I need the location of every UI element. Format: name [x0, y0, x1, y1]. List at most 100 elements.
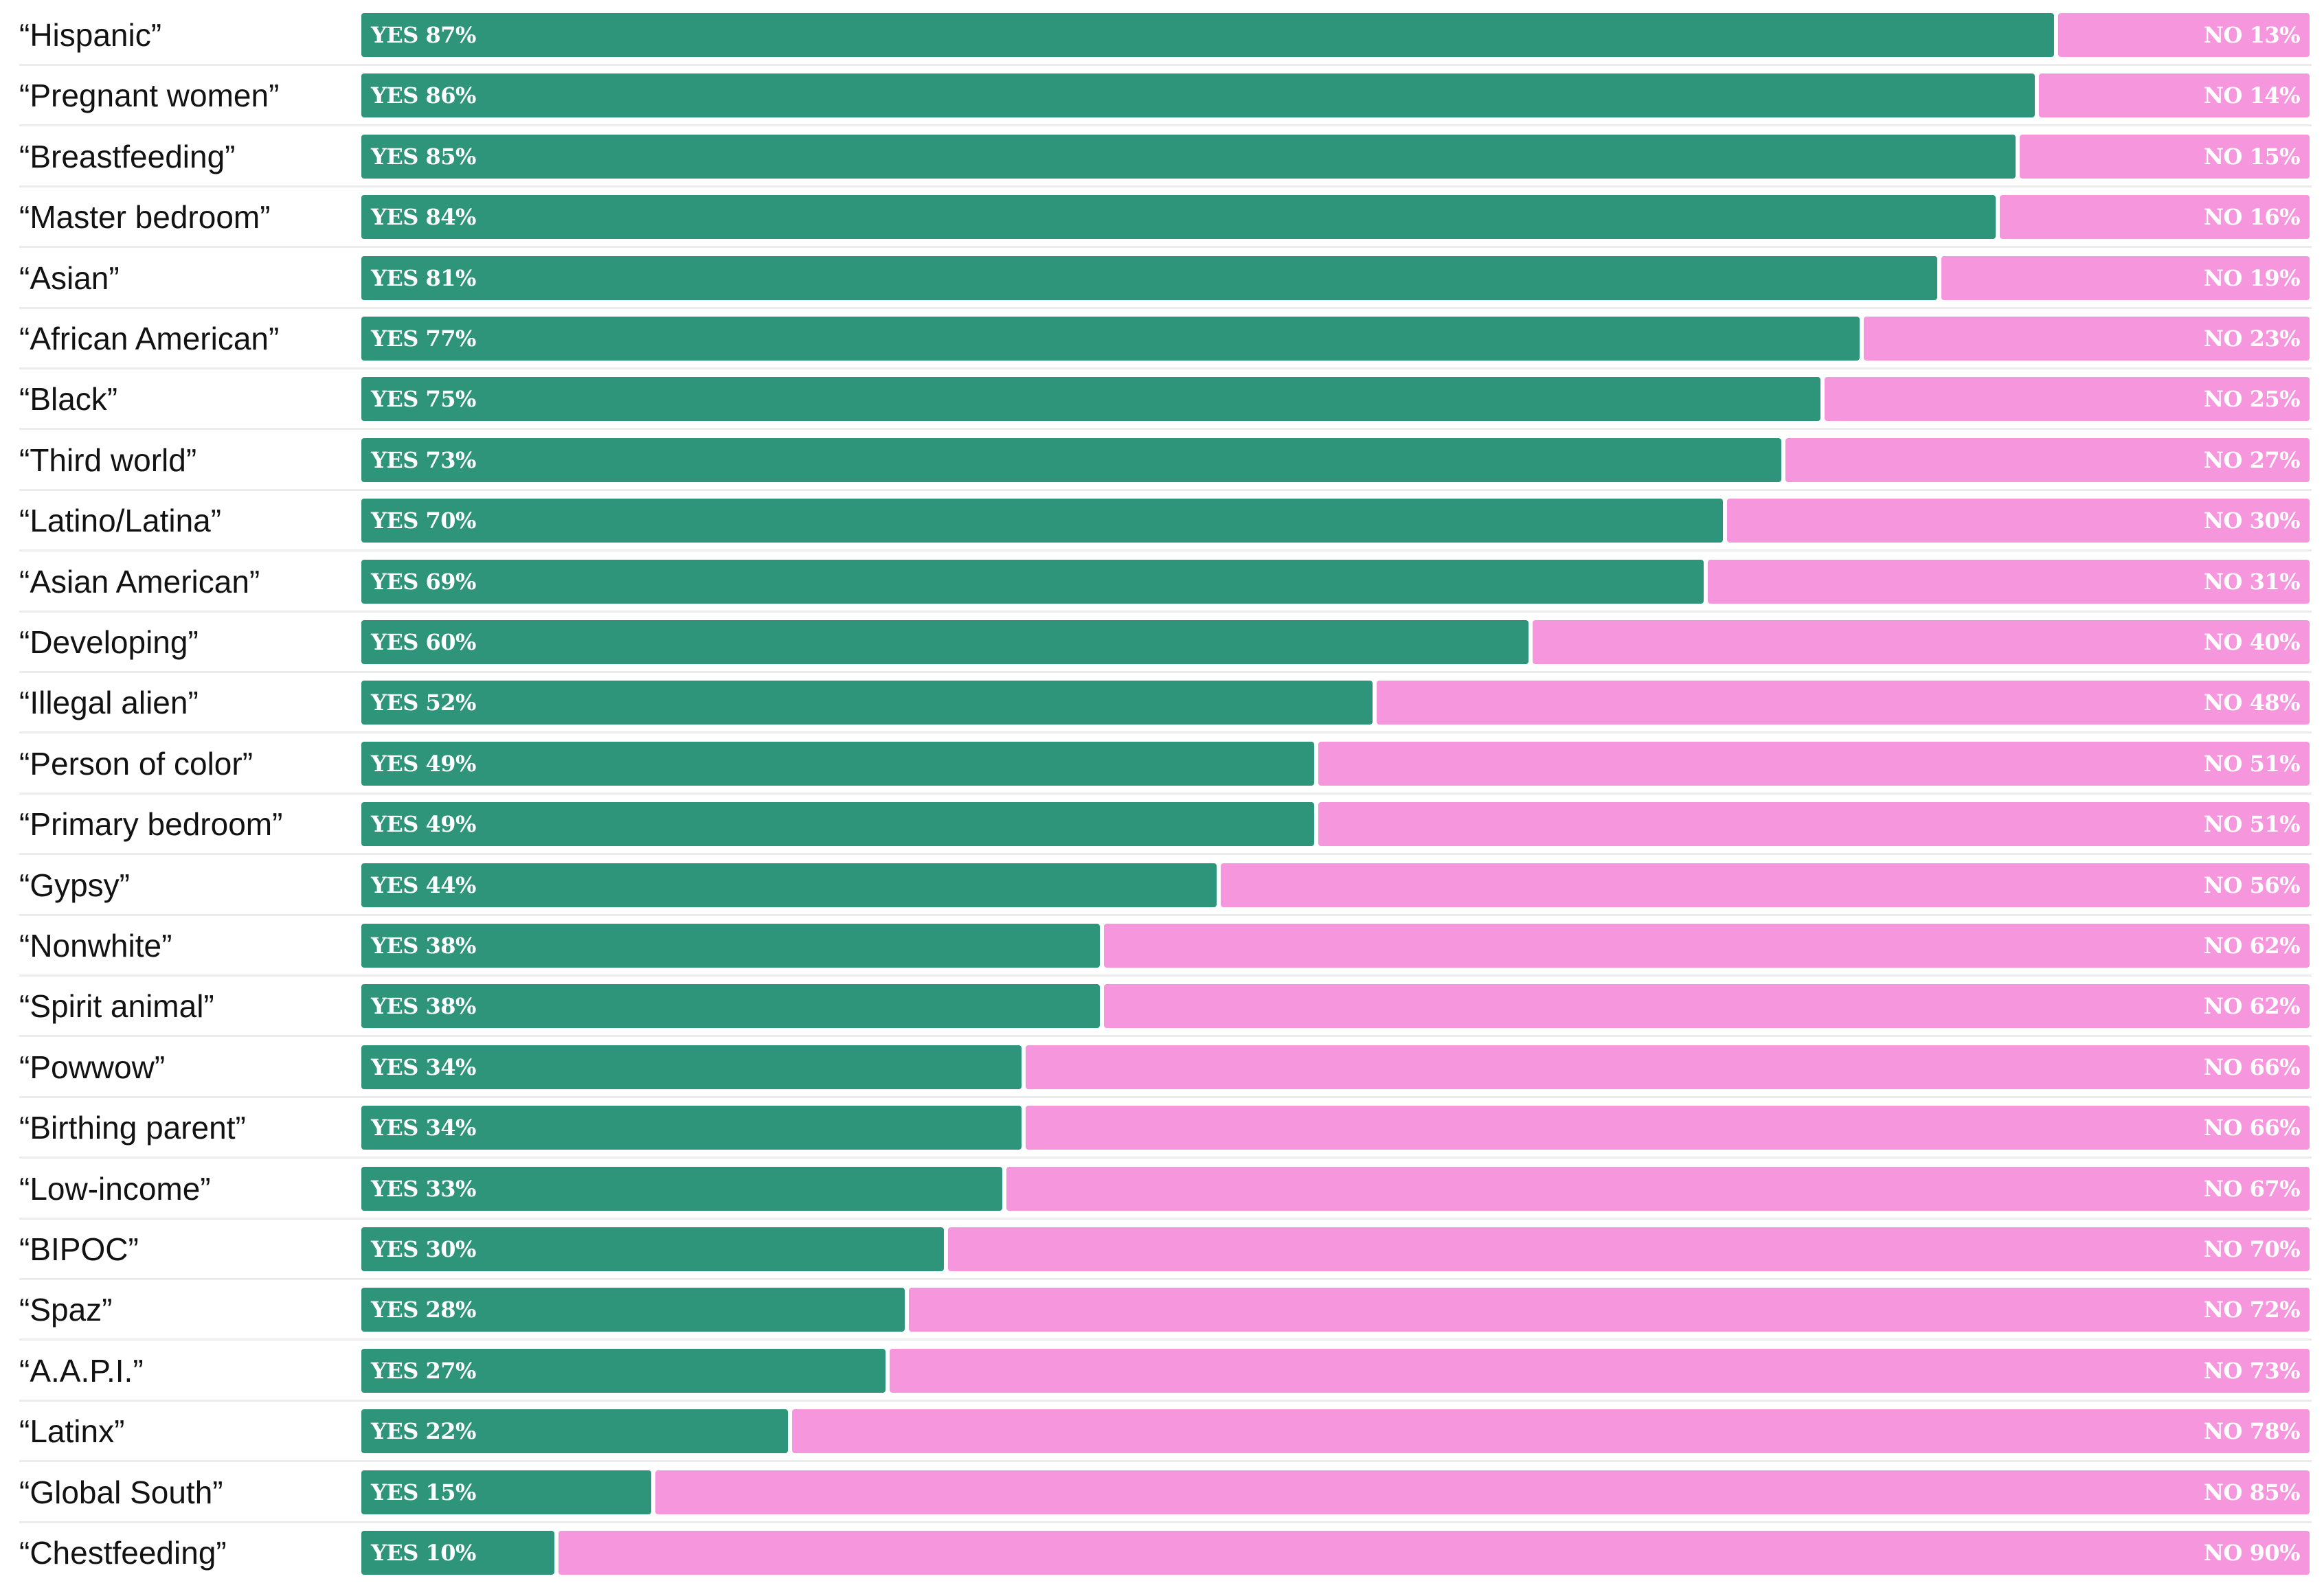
row-divider: [19, 1278, 2312, 1280]
yes-bar: YES 70%: [361, 499, 1723, 543]
row-divider: [19, 428, 2312, 431]
category-label: “Low-income”: [19, 1170, 211, 1207]
yes-value-label: YES 28%: [371, 1297, 476, 1323]
no-value-label: NO 62%: [2203, 933, 2301, 959]
no-bar: NO 31%: [1708, 559, 2310, 604]
no-bar: NO 48%: [1377, 681, 2310, 725]
row-divider: [19, 1035, 2312, 1038]
row-divider: [19, 853, 2312, 856]
category-label: “Spirit animal”: [19, 988, 214, 1025]
bar-row: “Birthing parent” YES 34% NO 66%: [0, 1097, 2324, 1159]
yes-bar: YES 34%: [361, 1045, 1022, 1089]
yes-value-label: YES 84%: [371, 204, 476, 231]
yes-bar: YES 49%: [361, 741, 1314, 786]
no-bar: NO 51%: [1318, 802, 2310, 847]
bar-row: “Developing” YES 60% NO 40%: [0, 612, 2324, 673]
category-label: “Illegal alien”: [19, 685, 199, 721]
no-value-label: NO 31%: [2203, 568, 2301, 595]
row-divider: [19, 1339, 2312, 1341]
no-value-label: NO 90%: [2203, 1540, 2301, 1566]
bar-row: “Person of color” YES 49% NO 51%: [0, 733, 2324, 795]
bar-row: “Spirit animal” YES 38% NO 62%: [0, 976, 2324, 1038]
no-bar: NO 40%: [1533, 620, 2310, 664]
no-bar: NO 25%: [1825, 377, 2310, 422]
yes-value-label: YES 77%: [371, 326, 476, 352]
category-label: “Global South”: [19, 1474, 223, 1510]
row-divider: [19, 306, 2312, 309]
yes-value-label: YES 60%: [371, 629, 476, 655]
bar-row: “Hispanic” YES 87% NO 13%: [0, 5, 2324, 66]
yes-bar: YES 73%: [361, 437, 1781, 482]
yes-bar: YES 77%: [361, 317, 1860, 361]
category-label: “Master bedroom”: [19, 199, 271, 236]
yes-bar: YES 60%: [361, 620, 1528, 664]
category-label: “Birthing parent”: [19, 1110, 246, 1146]
no-bar: NO 85%: [655, 1470, 2310, 1514]
yes-bar: YES 52%: [361, 681, 1373, 725]
category-label: “Person of color”: [19, 745, 253, 782]
yes-bar: YES 28%: [361, 1288, 905, 1332]
yes-bar: YES 15%: [361, 1470, 651, 1514]
yes-bar: YES 33%: [361, 1166, 1002, 1211]
bar-row: “Spaz” YES 28% NO 72%: [0, 1279, 2324, 1341]
yes-value-label: YES 27%: [371, 1357, 476, 1384]
no-value-label: NO 73%: [2203, 1357, 2301, 1384]
yes-bar: YES 85%: [361, 134, 2016, 179]
yes-bar: YES 49%: [361, 802, 1314, 847]
yes-value-label: YES 87%: [371, 22, 476, 48]
row-divider: [19, 975, 2312, 977]
yes-bar: YES 87%: [361, 13, 2054, 57]
bar-row: “Nonwhite” YES 38% NO 62%: [0, 915, 2324, 977]
category-label: “Pregnant women”: [19, 78, 280, 114]
bar-row: “Master bedroom” YES 84% NO 16%: [0, 187, 2324, 249]
yes-value-label: YES 52%: [371, 690, 476, 716]
category-label: “Gypsy”: [19, 867, 130, 903]
no-bar: NO 19%: [1941, 255, 2310, 300]
bar-row: “Pregnant women” YES 86% NO 14%: [0, 65, 2324, 127]
yes-value-label: YES 86%: [371, 82, 476, 109]
yes-bar: YES 81%: [361, 255, 1937, 300]
no-bar: NO 62%: [1104, 984, 2310, 1029]
yes-bar: YES 44%: [361, 863, 1217, 907]
yes-value-label: YES 15%: [371, 1479, 476, 1505]
no-value-label: NO 25%: [2203, 386, 2301, 413]
no-value-label: NO 66%: [2203, 1115, 2301, 1141]
yes-value-label: YES 38%: [371, 993, 476, 1020]
yes-bar: YES 10%: [361, 1531, 554, 1575]
row-divider: [19, 549, 2312, 552]
yes-bar: YES 38%: [361, 924, 1100, 968]
yes-value-label: YES 70%: [371, 508, 476, 534]
no-value-label: NO 85%: [2203, 1479, 2301, 1505]
category-label: “Primary bedroom”: [19, 806, 283, 843]
yes-value-label: YES 73%: [371, 446, 476, 473]
row-divider: [19, 913, 2312, 916]
yes-value-label: YES 33%: [371, 1175, 476, 1202]
yes-value-label: YES 34%: [371, 1115, 476, 1141]
row-divider: [19, 1521, 2312, 1523]
row-divider: [19, 185, 2312, 187]
category-label: “Chestfeeding”: [19, 1535, 227, 1571]
yes-bar: YES 69%: [361, 559, 1704, 604]
no-bar: NO 67%: [1006, 1166, 2310, 1211]
bar-row: “BIPOC” YES 30% NO 70%: [0, 1219, 2324, 1280]
no-bar: NO 56%: [1221, 863, 2310, 907]
yes-bar: YES 30%: [361, 1227, 944, 1271]
yes-value-label: YES 81%: [371, 264, 476, 291]
bar-row: “Primary bedroom” YES 49% NO 51%: [0, 794, 2324, 856]
no-value-label: NO 19%: [2203, 264, 2301, 291]
category-label: “Powwow”: [19, 1049, 166, 1085]
row-divider: [19, 1217, 2312, 1220]
no-value-label: NO 51%: [2203, 811, 2301, 838]
category-label: “Nonwhite”: [19, 928, 172, 964]
no-value-label: NO 66%: [2203, 1054, 2301, 1080]
row-divider: [19, 610, 2312, 613]
yes-value-label: YES 34%: [371, 1054, 476, 1080]
bar-row: “Latinx” YES 22% NO 78%: [0, 1401, 2324, 1463]
yes-bar: YES 22%: [361, 1409, 788, 1454]
row-divider: [19, 1095, 2312, 1098]
yes-bar: YES 27%: [361, 1348, 885, 1393]
category-label: “Developing”: [19, 624, 199, 660]
row-divider: [19, 1399, 2312, 1402]
yes-value-label: YES 49%: [371, 811, 476, 838]
